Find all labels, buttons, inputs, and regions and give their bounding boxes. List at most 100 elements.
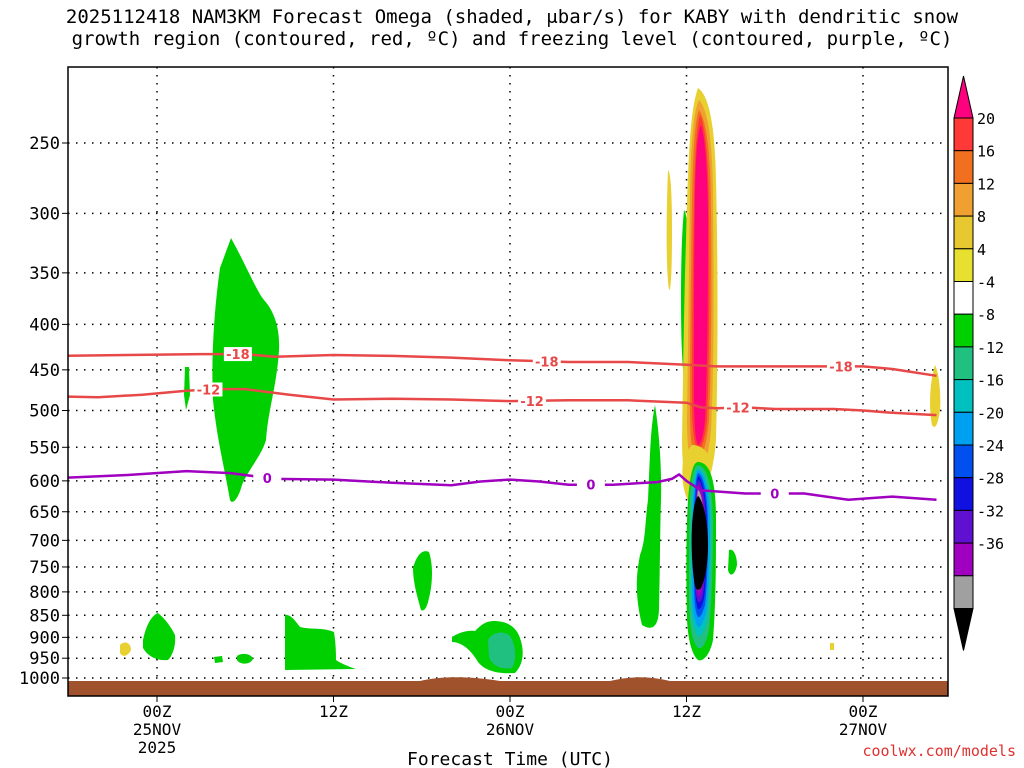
contour-label-bg	[223, 347, 252, 362]
contour-label-0: 0	[770, 488, 779, 503]
y-axis-ticks: 2503003504004505005506006507007508008509…	[19, 134, 68, 689]
colorbar-label--36: -36	[977, 535, 1004, 553]
colorbar-swatch	[953, 313, 974, 348]
colorbar-label--32: -32	[977, 502, 1004, 520]
colorbar-label--12: -12	[977, 339, 1004, 357]
colorbar-swatch	[953, 444, 974, 479]
x-tick-date-label: 25NOV	[133, 720, 182, 739]
colorbar-swatch	[953, 215, 974, 250]
contour-label-bg	[723, 400, 752, 415]
contour-label-bg	[760, 486, 789, 501]
colorbar-swatch	[953, 575, 974, 609]
x-tick-date-label: 26NOV	[486, 720, 535, 739]
colorbar-swatch	[953, 248, 974, 283]
colorbar-label--4: -4	[977, 274, 995, 292]
omega-region-green-13z	[728, 549, 737, 575]
colorbar-label--8: -8	[977, 306, 995, 324]
y-tick-label-950: 950	[29, 649, 60, 669]
site-credit[interactable]: coolwx.com/models	[862, 742, 1016, 760]
contour-label-bg	[194, 382, 223, 397]
plot-area	[68, 67, 948, 696]
y-tick-label-550: 550	[29, 438, 60, 458]
colorbar-swatch	[953, 281, 974, 315]
colorbar-top-arrow	[953, 75, 974, 119]
y-tick-label-700: 700	[29, 531, 60, 551]
terrain-bump-26nov	[420, 677, 500, 681]
omega-region-yellow-2	[830, 643, 834, 650]
contour-label-0: 0	[263, 472, 272, 487]
y-tick-label-350: 350	[29, 264, 60, 284]
shaded-omega-fields	[120, 88, 941, 674]
contour-label-bg	[576, 477, 605, 492]
omega-region-green-small	[184, 367, 190, 410]
colorbar-label-8: 8	[977, 208, 986, 226]
colorbar-swatch	[953, 346, 974, 381]
omega-region-green-750mb	[413, 551, 432, 611]
x-tick-label: 00Z	[496, 702, 525, 721]
colorbar-swatch	[953, 477, 974, 511]
contour-label--18: -18	[829, 360, 853, 375]
x-axis-label: Forecast Time (UTC)	[407, 749, 613, 768]
colorbar-label-4: 4	[977, 241, 986, 259]
contour-label-bg	[253, 470, 282, 485]
terrain-fill	[68, 681, 948, 696]
colorbar: 20 16 12 8 4 -4 -8 -12 -16 -20 -24 -28 -32 -36	[953, 75, 1004, 651]
y-tick-label-750: 750	[29, 558, 60, 578]
contour-label--12: -12	[726, 402, 750, 417]
colorbar-label--28: -28	[977, 470, 1004, 488]
temperature-contours: -18 -18 -18 -12 -12 -12 0 0 0	[68, 347, 937, 503]
omega-region-yellow-1	[120, 642, 131, 656]
x-tick-date-label: 27NOV	[839, 720, 888, 739]
omega-region-yellow-left	[666, 170, 672, 290]
y-tick-label-1000: 1000	[19, 669, 60, 689]
colorbar-swatch	[953, 542, 974, 577]
omega-region-green-920mb	[143, 613, 176, 661]
y-tick-label-900: 900	[29, 628, 60, 648]
y-tick-label-650: 650	[29, 503, 60, 523]
omega-region-green-968mb	[237, 653, 253, 664]
colorbar-label--20: -20	[977, 404, 1004, 422]
colorbar-swatch	[953, 509, 974, 544]
contour-label--12: -12	[520, 395, 544, 410]
y-tick-label-850: 850	[29, 606, 60, 626]
x-tick-label: 12Z	[319, 702, 348, 721]
contour-label-bg	[532, 354, 561, 369]
contour-label-bg	[826, 359, 855, 374]
omega-region-green-970mb	[214, 656, 223, 663]
colorbar-label--24: -24	[977, 437, 1004, 455]
colorbar-swatch	[953, 379, 974, 413]
x-tick-year-label: 2025	[138, 738, 177, 757]
omega-region-teal-26nov	[488, 632, 516, 669]
omega-region-black-core	[691, 496, 708, 590]
chart-title: 2025112418 NAM3KM Forecast Omega (shaded…	[0, 6, 1024, 50]
colorbar-swatch	[953, 182, 974, 217]
colorbar-swatch	[953, 117, 974, 152]
omega-region-green-large	[212, 238, 280, 502]
colorbar-label-12: 12	[977, 175, 995, 193]
y-tick-label-500: 500	[29, 402, 60, 422]
contour-label--18: -18	[226, 348, 250, 363]
y-tick-label-400: 400	[29, 315, 60, 335]
title-line-1: 2025112418 NAM3KM Forecast Omega (shaded…	[65, 6, 959, 28]
contour-label-0: 0	[586, 479, 595, 494]
y-tick-label-600: 600	[29, 472, 60, 492]
contour-label--18: -18	[535, 355, 559, 370]
omega-region-green-12z	[285, 614, 356, 670]
omega-region-yellow-right-edge	[930, 365, 941, 427]
x-tick-label: 12Z	[672, 702, 701, 721]
omega-region-magenta-main	[694, 125, 708, 445]
x-tick-label: 00Z	[849, 702, 878, 721]
plot-frame	[67, 66, 949, 697]
y-tick-label-300: 300	[29, 204, 60, 224]
title-line-2: growth region (contoured, red, ºC) and f…	[71, 28, 953, 50]
colorbar-label--16: -16	[977, 372, 1004, 390]
x-tick-label: 00Z	[143, 702, 172, 721]
omega-region-green-11z-a	[636, 405, 662, 628]
colorbar-label-16: 16	[977, 143, 995, 161]
y-tick-label-250: 250	[29, 134, 60, 154]
colorbar-swatch	[953, 411, 974, 446]
colorbar-bottom-arrow	[953, 608, 974, 651]
y-tick-label-800: 800	[29, 583, 60, 603]
